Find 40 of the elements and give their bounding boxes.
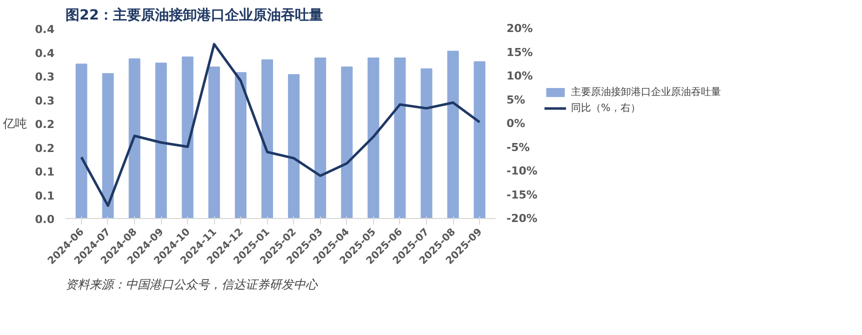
y2-tick-label: 5% [506,93,526,106]
y2-tick-label: -10% [506,164,538,178]
line-series [80,42,481,207]
chart-title: 图22：主要原油接卸港口企业原油吞吐量 [66,6,323,24]
legend-label: 主要原油接卸港口企业原油吞吐量 [571,86,721,99]
bar [155,62,167,218]
bar [234,72,246,218]
bar [474,61,486,218]
bar [314,57,326,218]
y-tick-label: 0.4 [35,23,55,36]
bar [420,68,432,218]
y2-tick-label: 20% [506,22,533,35]
bar [368,57,380,218]
bar [261,59,274,218]
bar [102,73,114,218]
bar [128,58,140,218]
y-tick-label: 0.4 [35,46,55,60]
y-axis-title: 亿吨 [2,116,28,130]
bar [182,56,194,218]
y-tick-label: 0.3 [35,70,55,84]
y2-tick-label: -20% [506,212,538,225]
y-tick-label: 0.1 [35,189,55,202]
bar [288,74,300,218]
y-tick-label: 0.1 [35,166,55,178]
bar [394,57,406,218]
legend-label: 同比（%，右） [571,102,641,115]
y-tick-label: 0.2 [35,142,55,155]
y-tick-label: 0.3 [35,94,55,108]
y-tick-label: 0.2 [35,118,55,131]
bar [76,64,88,218]
bar [208,66,220,218]
y2-tick-label: -15% [506,188,538,202]
y2-tick-label: 0% [506,117,526,130]
y2-tick-label: 15% [506,46,533,59]
bar [447,50,459,218]
text: 资料来源：中国港口公众号，信达证券研发中心 [66,278,318,292]
y2-tick-label: 10% [506,70,533,82]
y2-tick-label: -5% [506,140,530,154]
bar [341,66,353,218]
y-tick-label: 0.0 [35,213,55,226]
